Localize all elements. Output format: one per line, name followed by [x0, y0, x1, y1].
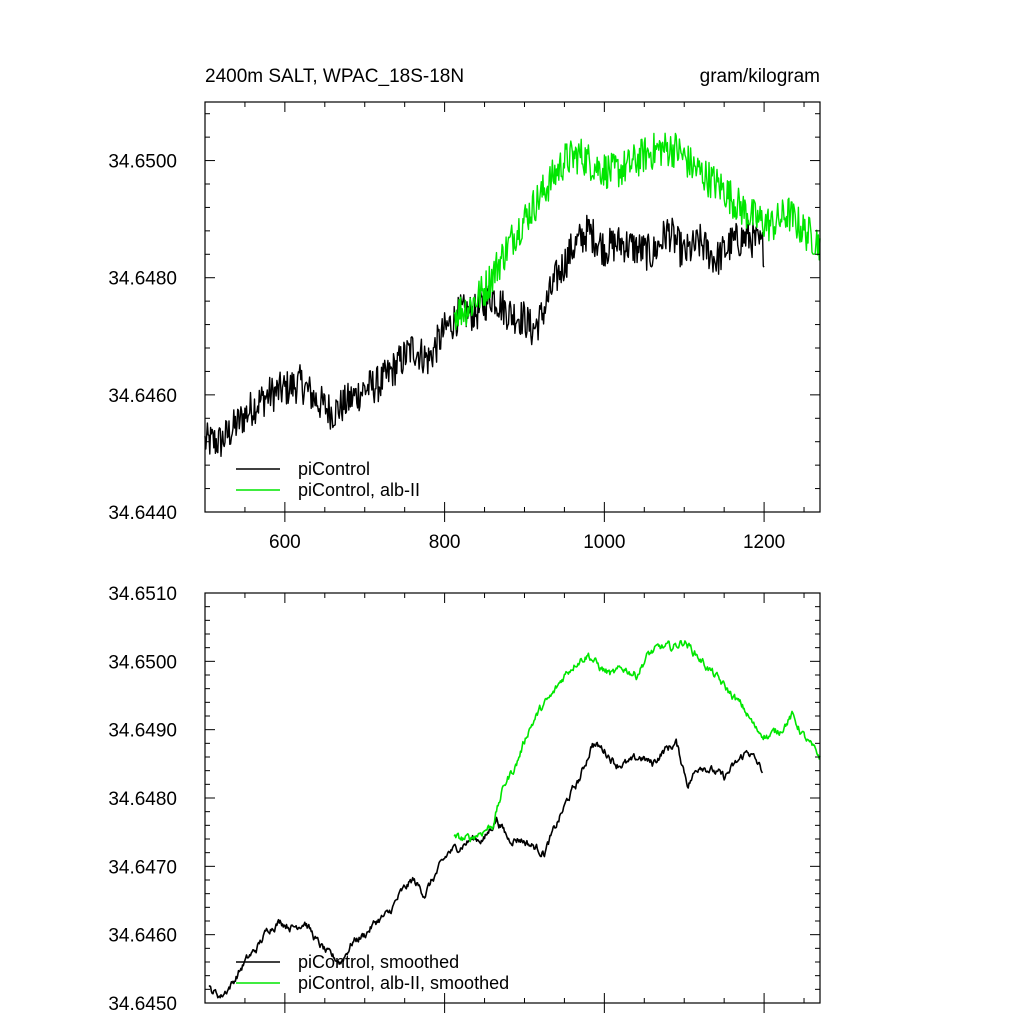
plot-frame — [204, 101, 821, 513]
series-line-alb-ii — [453, 132, 821, 331]
plot-series — [204, 132, 821, 457]
legend: piControl, smoothed piControl, alb-II, s… — [236, 952, 509, 993]
y-tick-label: 34.6480 — [108, 789, 177, 810]
y-tick-label: 34.6480 — [108, 269, 177, 290]
y-tick-label: 34.6500 — [108, 652, 177, 673]
x-tick-label: 600 — [269, 532, 301, 553]
y-tick-label: 34.6460 — [108, 386, 177, 407]
x-tick-label: 1200 — [743, 532, 785, 553]
legend: piControl piControl, alb-II — [236, 459, 420, 500]
series-line-picontrol — [208, 738, 764, 999]
y-tick-label: 34.6500 — [108, 152, 177, 173]
y-tick-label: 34.6510 — [108, 584, 177, 605]
y-tick-label: 34.6490 — [108, 721, 177, 742]
panel-title: 2400m SALT, WPAC_18S-18N — [205, 66, 464, 87]
units-label: gram/kilogram — [700, 66, 820, 87]
x-tick-label: 1000 — [583, 532, 625, 553]
y-tick-label: 34.6440 — [108, 503, 177, 524]
axis-ticks: 600 800 1000 1200 34.6440 34.6460 34.6480 34.65… — [108, 102, 820, 553]
legend-label-picontrol-smoothed: piControl, smoothed — [298, 952, 459, 972]
bottom-panel: 34.6450 34.6460 34.6470 34.6480 34.6490 34.65… — [108, 584, 821, 1015]
x-tick-label: 800 — [429, 532, 461, 553]
series-line-picontrol — [204, 214, 765, 457]
plot-frame — [204, 592, 821, 1004]
top-panel: 2400m SALT, WPAC_18S-18N gram/kilogram 6… — [108, 66, 821, 553]
axis-ticks: 34.6450 34.6460 34.6470 34.6480 34.6490 34.65… — [108, 584, 820, 1015]
legend-label-picontrol: piControl — [298, 459, 370, 479]
y-tick-label: 34.6460 — [108, 926, 177, 947]
plot-series — [208, 639, 821, 999]
legend-label-alb-ii: piControl, alb-II — [298, 480, 420, 500]
series-line-alb-ii — [453, 639, 821, 843]
y-tick-label: 34.6450 — [108, 994, 177, 1015]
y-tick-label: 34.6470 — [108, 857, 177, 878]
legend-label-alb-ii-smoothed: piControl, alb-II, smoothed — [298, 973, 509, 993]
